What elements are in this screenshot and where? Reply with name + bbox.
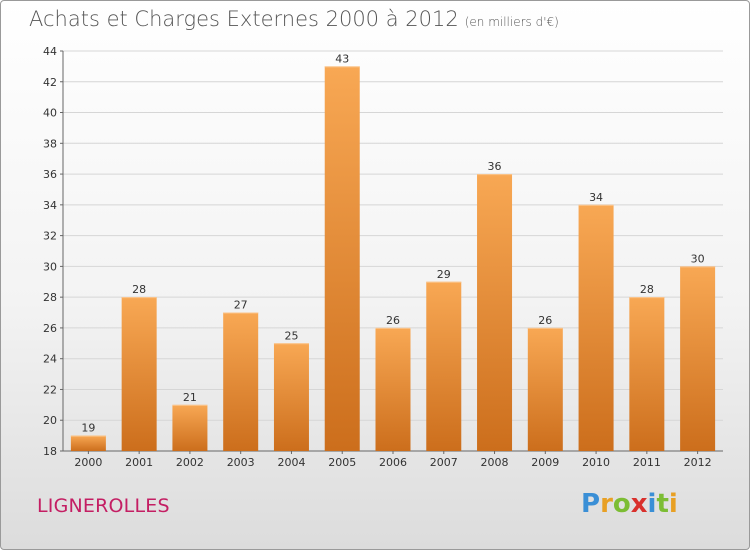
x-tick-label: 2006: [379, 456, 407, 469]
logo-letter: i: [668, 489, 678, 519]
bar-2012: [680, 266, 716, 451]
bar-2010: [578, 204, 614, 451]
y-tick-label: 24: [43, 353, 57, 366]
data-label-2004: 25: [284, 329, 298, 342]
x-tick-label: 2002: [176, 456, 204, 469]
bar-2008: [477, 174, 513, 452]
axes: 18 20 22 24 26 28 30 32 34 36 38 40 42 44 2000 2001 2002…: [43, 45, 723, 469]
x-tick-label: 2010: [582, 456, 610, 469]
x-tick-label: 2009: [531, 456, 559, 469]
data-label-2011: 28: [640, 283, 654, 296]
bar-2004: [273, 343, 309, 451]
y-tick-label: 22: [43, 383, 57, 396]
logo-letter: x: [630, 489, 648, 519]
x-tick-label: 2007: [430, 456, 458, 469]
data-label-2010: 34: [589, 191, 603, 204]
chart-title-text: Achats et Charges Externes 2000 à 2012: [29, 7, 459, 31]
bar-2000: [70, 435, 106, 451]
x-tick-label: 2011: [633, 456, 661, 469]
data-label-2007: 29: [437, 268, 451, 281]
data-label-2002: 21: [183, 391, 197, 404]
data-label-2003: 27: [234, 299, 248, 312]
y-tick-label: 32: [43, 230, 57, 243]
bar-2001: [121, 297, 157, 451]
logo-letter: t: [656, 489, 669, 519]
data-labels: 19 28 21 27 25 43 26 29 36 26 34 28 30: [81, 52, 704, 434]
bars: [70, 66, 716, 452]
y-tick-label: 30: [43, 260, 57, 273]
y-tick-label: 38: [43, 137, 57, 150]
x-tick-label: 2001: [125, 456, 153, 469]
y-tick-label: 34: [43, 199, 57, 212]
data-label-2001: 28: [132, 283, 146, 296]
logo-letter: i: [647, 489, 657, 519]
y-tick-label: 42: [43, 76, 57, 89]
logo-letter: P: [581, 489, 601, 519]
x-tick-label: 2005: [328, 456, 356, 469]
bar-2005: [324, 66, 360, 451]
y-tick-label: 44: [43, 45, 57, 58]
logo-letter: r: [600, 489, 613, 519]
bar-2003: [223, 312, 259, 451]
y-tick-label: 40: [43, 107, 57, 120]
y-tick-label: 36: [43, 168, 57, 181]
proxiti-logo[interactable]: Proxiti: [581, 489, 678, 519]
x-tick-label: 2008: [481, 456, 509, 469]
bar-2009: [527, 327, 563, 451]
chart-title: Achats et Charges Externes 2000 à 2012 (e…: [29, 7, 559, 31]
data-label-2012: 30: [691, 252, 705, 265]
data-label-2008: 36: [488, 160, 502, 173]
chart-unit: (en milliers d'€): [464, 15, 559, 29]
data-label-2009: 26: [538, 314, 552, 327]
y-tick-label: 28: [43, 291, 57, 304]
data-label-2006: 26: [386, 314, 400, 327]
x-tick-label: 2000: [74, 456, 102, 469]
data-label-2000: 19: [81, 422, 95, 435]
y-tick-label: 18: [43, 445, 57, 458]
data-label-2005: 43: [335, 52, 349, 65]
y-tick-label: 26: [43, 322, 57, 335]
bar-2011: [629, 297, 665, 451]
y-tick-label: 20: [43, 414, 57, 427]
logo-letter: o: [612, 489, 631, 519]
bar-2007: [426, 281, 462, 451]
city-name: LIGNEROLLES: [37, 495, 170, 517]
x-tick-label: 2004: [277, 456, 305, 469]
bar-2002: [172, 404, 208, 451]
x-tick-label: 2012: [684, 456, 712, 469]
x-tick-label: 2003: [227, 456, 255, 469]
bar-2006: [375, 327, 411, 451]
